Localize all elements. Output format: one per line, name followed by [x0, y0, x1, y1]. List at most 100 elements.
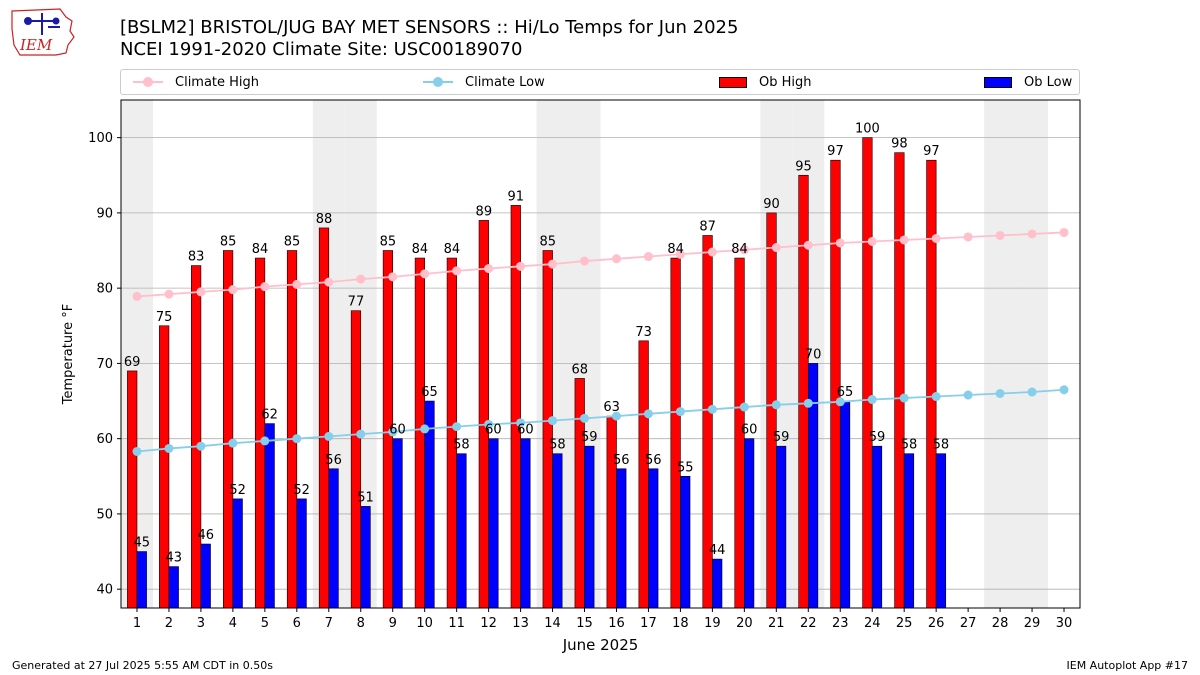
- climate-high-point-day-5: [260, 282, 270, 292]
- ob-low-bar-day-5: [264, 423, 275, 609]
- ob-low-bar-day-12: [488, 438, 499, 609]
- x-tick-label-13: 13: [512, 616, 529, 631]
- climate-high-point-day-20: [739, 245, 749, 255]
- ob-low-label-day-8: 51: [357, 490, 374, 505]
- ob-low-bar-day-9: [392, 438, 403, 609]
- legend: Climate High Climate Low Ob High Ob Low: [120, 69, 1080, 95]
- title-line-1: [BSLM2] BRISTOL/JUG BAY MET SENSORS :: H…: [120, 17, 739, 38]
- ob-low-bar-day-16: [616, 468, 627, 609]
- ob-low-label-day-13: 60: [517, 423, 534, 438]
- ob-low-label-day-21: 59: [773, 430, 790, 445]
- ob-low-bar-day-4: [232, 498, 243, 609]
- ob-low-bar-day-2: [168, 566, 179, 609]
- data-labels: 69 75 83 85 84 85 88 77 85 84 84 89 91 85 68 63 73 84 87 84…: [124, 122, 949, 566]
- ob-high-label-day-20: 84: [731, 242, 748, 257]
- app-credit: IEM Autoplot App #17: [1066, 659, 1189, 672]
- x-tick-label-1: 1: [133, 616, 141, 631]
- climate-low-point-day-4: [228, 438, 238, 448]
- ob-low-label-day-2: 43: [165, 551, 182, 566]
- x-tick-label-28: 28: [992, 616, 1009, 631]
- ob-low-bar-day-1: [136, 551, 147, 609]
- ob-low-bar-day-8: [360, 506, 371, 609]
- climate-high-point-day-9: [388, 272, 398, 282]
- iem-logo: IEM: [11, 8, 75, 56]
- weekend-band-day-28: [984, 100, 1017, 608]
- x-tick-label-27: 27: [960, 616, 977, 631]
- x-axis-label: June 2025: [562, 636, 639, 654]
- ob-low-label-day-20: 60: [741, 423, 758, 438]
- ob-low-label-day-15: 59: [581, 430, 598, 445]
- climate-high-point-day-12: [484, 264, 494, 274]
- y-tick-label-60: 60: [96, 432, 113, 447]
- climate-low-point-day-23: [835, 397, 845, 407]
- x-tick-label-19: 19: [704, 616, 721, 631]
- weekend-band-day-29: [1016, 100, 1049, 608]
- ob-high-label-day-8: 77: [348, 295, 365, 310]
- y-tick-label-90: 90: [96, 206, 113, 221]
- ob-low-label-day-3: 46: [197, 528, 214, 543]
- ob-low-label-day-12: 60: [485, 423, 502, 438]
- climate-low-point-day-21: [771, 400, 781, 410]
- ob-high-bar-day-25: [894, 152, 905, 609]
- ob-high-bar-day-5: [254, 257, 266, 609]
- ob-high-bar-day-24: [862, 137, 873, 609]
- legend-climate-low-swatch: [423, 77, 453, 87]
- title-line-2: NCEI 1991-2020 Climate Site: USC00189070: [120, 39, 523, 60]
- climate-low-point-day-25: [899, 393, 909, 403]
- y-tick-label-100: 100: [88, 131, 113, 146]
- ob-low-bar-day-17: [648, 468, 659, 609]
- climate-high-point-day-28: [995, 230, 1005, 240]
- climate-low-point-day-28: [995, 389, 1005, 399]
- ob-high-label-day-2: 75: [156, 310, 173, 325]
- x-tick-label-7: 7: [325, 616, 333, 631]
- climate-low-point-day-22: [803, 398, 813, 408]
- ob-high-bar-day-11: [446, 257, 457, 609]
- x-tick-label-5: 5: [261, 616, 269, 631]
- x-tick-label-3: 3: [197, 616, 205, 631]
- climate-low-point-day-24: [867, 395, 877, 405]
- ob-low-bar-day-7: [328, 468, 339, 609]
- climate-low-point-day-7: [324, 431, 334, 441]
- ob-low-bar-day-21: [776, 445, 787, 609]
- climate-low-point-day-17: [643, 409, 653, 419]
- ob-high-bar-day-2: [159, 325, 170, 609]
- ob-low-label-day-7: 56: [325, 453, 342, 468]
- x-tick-label-26: 26: [928, 616, 945, 631]
- ob-high-label-day-5: 84: [252, 242, 269, 257]
- ob-low-label-day-17: 56: [645, 453, 662, 468]
- ob-high-label-day-10: 84: [412, 242, 429, 257]
- climate-high-point-day-3: [196, 287, 206, 297]
- ob-low-label-day-10: 65: [421, 385, 438, 400]
- ob-low-label-day-11: 58: [453, 438, 470, 453]
- ob-low-bar-day-6: [296, 498, 307, 609]
- climate-lines: [132, 227, 1069, 456]
- climate-low-point-day-16: [611, 411, 621, 421]
- legend-climate-high-label: Climate High: [175, 74, 260, 90]
- x-tick-label-23: 23: [832, 616, 849, 631]
- climate-low-point-day-29: [1027, 387, 1037, 397]
- ob-high-bar-day-8: [350, 310, 362, 609]
- x-tick-label-30: 30: [1056, 616, 1073, 631]
- x-tick-label-4: 4: [229, 616, 237, 631]
- climate-high-point-day-25: [899, 235, 909, 245]
- y-tick-label-70: 70: [96, 357, 113, 372]
- ob-high-bar-day-14: [542, 250, 553, 609]
- climate-high-point-day-8: [356, 274, 366, 284]
- climate-high-point-day-24: [867, 236, 877, 246]
- ob-high-label-day-3: 83: [188, 250, 205, 265]
- ob-low-label-day-4: 52: [229, 483, 246, 498]
- legend-item-climate-low: Climate Low: [423, 70, 545, 94]
- x-tick-label-10: 10: [416, 616, 433, 631]
- x-tick-label-2: 2: [165, 616, 173, 631]
- y-tick-label-40: 40: [96, 583, 113, 598]
- climate-low-point-day-20: [739, 402, 749, 412]
- generated-timestamp: Generated at 27 Jul 2025 5:55 AM CDT in …: [12, 659, 273, 672]
- chart-title: [BSLM2] BRISTOL/JUG BAY MET SENSORS :: H…: [120, 17, 738, 61]
- climate-low-point-day-19: [707, 404, 717, 414]
- climate-low-point-day-27: [963, 390, 973, 400]
- legend-item-ob-high: Ob High: [719, 70, 812, 94]
- climate-high-point-day-29: [1027, 229, 1037, 239]
